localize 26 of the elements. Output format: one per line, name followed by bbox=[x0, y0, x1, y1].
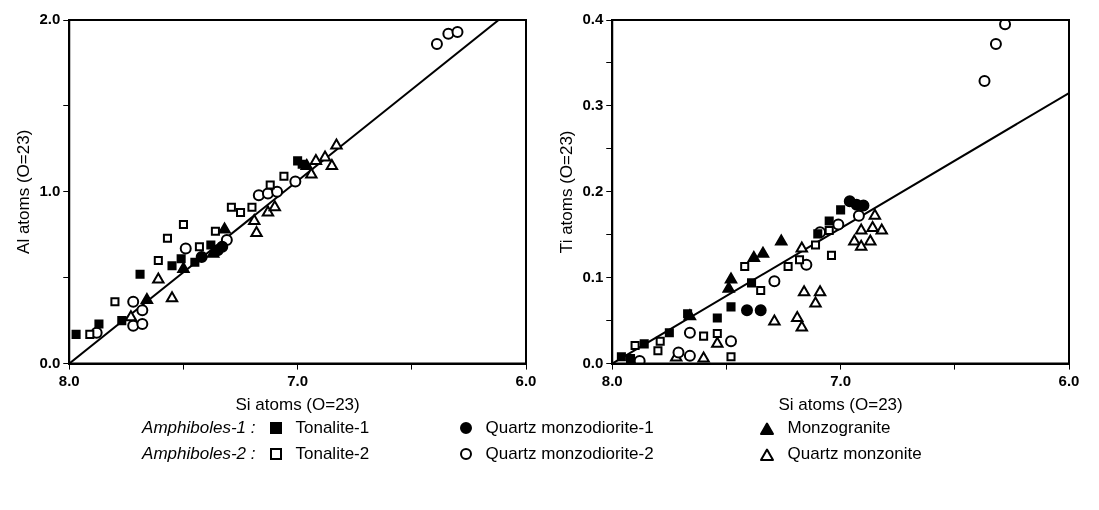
x-tick-label: 8.0 bbox=[601, 371, 623, 389]
legend-label: Quartz monzodiorite-1 bbox=[485, 418, 654, 438]
text: Amphiboles-2 : bbox=[140, 444, 257, 464]
y-tick-label: 2.0 bbox=[39, 10, 61, 28]
y-tick-label: 1.0 bbox=[39, 181, 61, 199]
legend-label: Quartz monzonite bbox=[787, 444, 922, 464]
x-tick-label: 7.0 bbox=[830, 371, 852, 389]
x-axis-title: Si atoms (O=23) bbox=[778, 395, 903, 415]
text: Amphiboles-1 : bbox=[140, 418, 257, 438]
x-axis-title: Si atoms (O=23) bbox=[235, 395, 360, 415]
y-axis-title: Al atoms (O=23) bbox=[13, 129, 33, 254]
x-tick-label: 6.0 bbox=[1058, 371, 1080, 389]
x-tick-label: 6.0 bbox=[515, 371, 537, 389]
legend-label: Tonalite-2 bbox=[295, 444, 370, 464]
y-tick-label: 0.3 bbox=[582, 96, 604, 114]
legend-label: Tonalite-1 bbox=[295, 418, 370, 438]
legend-label: Monzogranite bbox=[787, 418, 891, 438]
x-tick-label: 8.0 bbox=[58, 371, 80, 389]
y-tick-label: 0.0 bbox=[582, 353, 604, 371]
x-tick-label: 7.0 bbox=[287, 371, 309, 389]
y-tick-label: 0.1 bbox=[582, 267, 604, 285]
legend-label: Quartz monzodiorite-2 bbox=[485, 444, 654, 464]
y-tick-label: 0.4 bbox=[582, 10, 604, 28]
y-tick-label: 0.2 bbox=[582, 181, 604, 199]
y-axis-title: Ti atoms (O=23) bbox=[556, 130, 576, 254]
y-tick-label: 0.0 bbox=[39, 353, 61, 371]
